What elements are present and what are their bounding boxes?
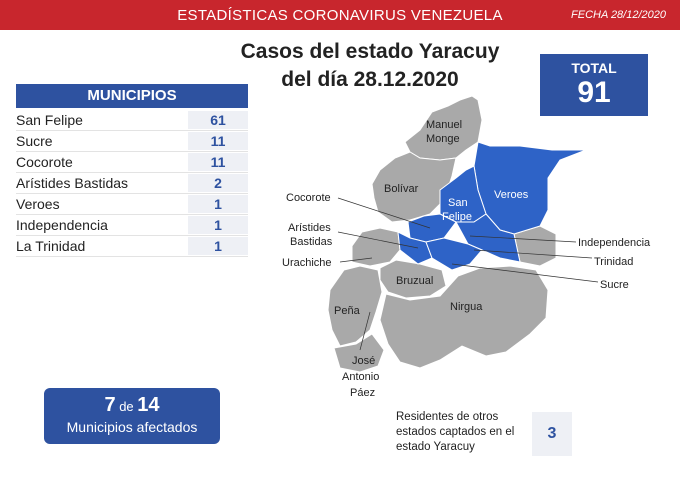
municipio-name: Veroes — [16, 196, 60, 212]
total-label: TOTAL — [571, 60, 617, 76]
affected-of: de — [119, 399, 134, 414]
affected-ratio: 7 de 14 — [44, 394, 220, 417]
headline: Casos del estado Yaracuy del día 28.12.2… — [230, 38, 510, 94]
residents-value: 3 — [532, 412, 572, 456]
map-label-bolivar: Bolívar — [384, 183, 419, 195]
list-item: Arístides Bastidas 2 — [16, 173, 248, 194]
map-label-paez: Páez — [350, 387, 375, 399]
list-item: Veroes 1 — [16, 194, 248, 215]
map-label-pena: Peña — [334, 305, 361, 317]
municipio-name: Sucre — [16, 133, 53, 149]
leader-line-independencia — [469, 235, 577, 243]
map-region-bruzual — [379, 259, 447, 299]
map-region-pena — [327, 265, 383, 347]
map-label-cocorote: Cocorote — [286, 192, 331, 204]
municipio-name: San Felipe — [16, 112, 83, 128]
municipios-header: MUNICIPIOS — [16, 84, 248, 108]
municipio-count: 1 — [188, 237, 248, 255]
map-label-urachiche: Urachiche — [282, 257, 332, 269]
leader-line-trinidad — [473, 249, 593, 259]
map-label-veroes: Veroes — [494, 189, 529, 201]
map-label-sucre: Sucre — [600, 279, 629, 291]
map-region-nirgua — [379, 265, 549, 369]
list-item: San Felipe 61 — [16, 110, 248, 131]
header-date: FECHA 28/12/2020 — [571, 9, 666, 21]
map-region-bolivar — [371, 151, 457, 223]
leader-line-urachiche — [339, 257, 373, 263]
leader-line-aristides — [337, 231, 419, 249]
map-label-independencia: Independencia — [578, 237, 651, 249]
municipio-name: La Trinidad — [16, 238, 86, 254]
map-label-san: San — [448, 197, 468, 209]
map-region-sucre — [425, 237, 483, 271]
affected-total: 14 — [137, 394, 160, 416]
map-region-urachiche — [351, 227, 401, 267]
map-region-jose-antonio-paez — [333, 333, 385, 373]
list-item: La Trinidad 1 — [16, 236, 248, 257]
leader-line-sucre — [451, 263, 599, 283]
municipio-name: Independencia — [16, 217, 108, 233]
map-label-antonio: Antonio — [342, 371, 379, 383]
list-item: Cocorote 11 — [16, 152, 248, 173]
map-label-monge: Monge — [426, 133, 460, 145]
total-value: 91 — [577, 76, 611, 109]
affected-count: 7 — [104, 394, 116, 416]
municipios-list: San Felipe 61 Sucre 11 Cocorote 11 Arístide… — [16, 110, 248, 257]
municipio-count: 2 — [188, 174, 248, 192]
total-box: TOTAL 91 — [540, 54, 648, 116]
map-label-bruzual: Bruzual — [396, 275, 433, 287]
municipio-count: 11 — [188, 132, 248, 150]
map-label-manuel: Manuel — [426, 119, 462, 131]
header-bar: ESTADÍSTICAS CORONAVIRUS VENEZUELA FECHA… — [0, 0, 680, 30]
leader-line-cocorote — [337, 197, 431, 229]
municipio-count: 61 — [188, 111, 248, 129]
headline-line-2: del día 28.12.2020 — [281, 68, 459, 91]
municipio-name: Arístides Bastidas — [16, 175, 129, 191]
map-label-felipe: Felipe — [442, 211, 472, 223]
municipio-count: 1 — [188, 195, 248, 213]
residents-text: Residentes de otros estados captados en … — [396, 411, 515, 453]
map-label-trinidad: Trinidad — [594, 256, 633, 268]
header-title: ESTADÍSTICAS CORONAVIRUS VENEZUELA — [177, 7, 503, 24]
municipio-count: 1 — [188, 216, 248, 234]
headline-line-1: Casos del estado Yaracuy — [240, 40, 500, 63]
leader-line-jose-antonio-paez — [359, 311, 371, 351]
municipio-name: Cocorote — [16, 154, 73, 170]
list-item: Independencia 1 — [16, 215, 248, 236]
affected-label: Municipios afectados — [66, 419, 198, 435]
map-label-nirgua: Nirgua — [450, 301, 483, 313]
municipio-count: 11 — [188, 153, 248, 171]
list-item: Sucre 11 — [16, 131, 248, 152]
map-label-bastidas: Bastidas — [290, 236, 333, 248]
map-label-jose: José — [352, 355, 375, 367]
map-label-aristides: Arístides — [288, 222, 331, 234]
affected-box: 7 de 14 Municipios afectados — [44, 388, 220, 444]
